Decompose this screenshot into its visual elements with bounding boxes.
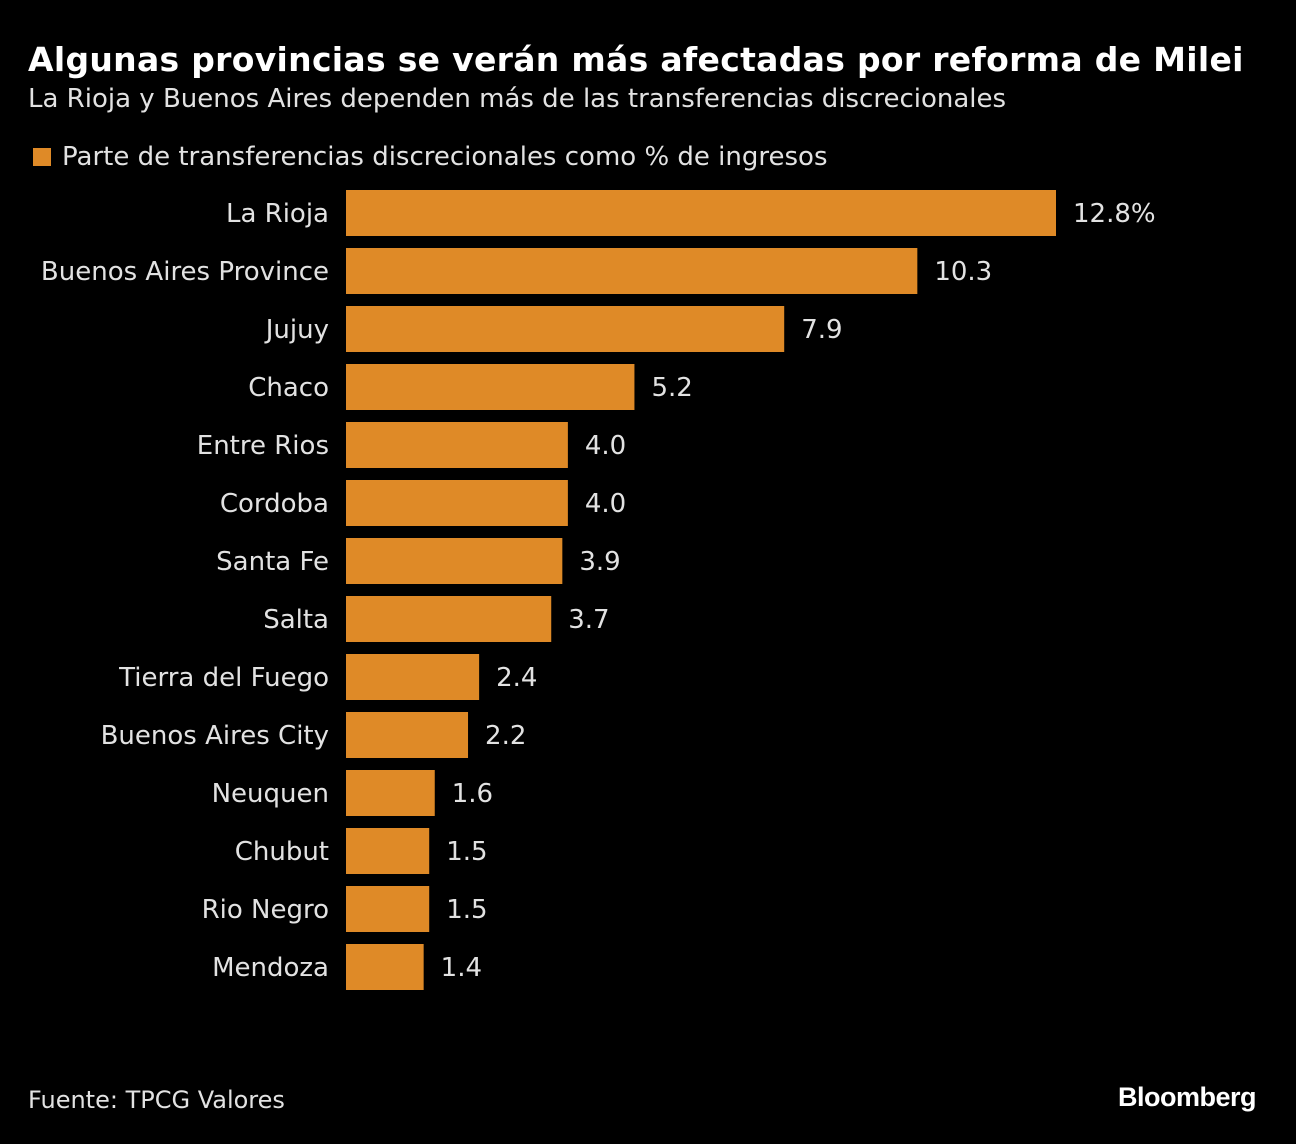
category-label: Rio Negro bbox=[202, 895, 329, 925]
category-label: Entre Rios bbox=[197, 431, 329, 461]
legend-swatch bbox=[33, 148, 51, 166]
data-label: 1.6 bbox=[452, 779, 493, 809]
data-label: 1.5 bbox=[446, 837, 487, 867]
bar bbox=[346, 712, 469, 758]
bar bbox=[346, 886, 430, 932]
chart-subtitle: La Rioja y Buenos Aires dependen más de … bbox=[28, 84, 1007, 114]
bar bbox=[346, 422, 568, 468]
bloomberg-logo: Bloomberg bbox=[1117, 1082, 1257, 1112]
bar bbox=[346, 306, 785, 352]
bar bbox=[346, 364, 635, 410]
bar bbox=[346, 944, 424, 990]
bar bbox=[346, 654, 480, 700]
data-label: 4.0 bbox=[585, 489, 626, 519]
data-label: 1.5 bbox=[446, 895, 487, 925]
data-label: 3.7 bbox=[568, 605, 609, 635]
legend-label: Parte de transferencias discrecionales c… bbox=[62, 142, 828, 172]
category-label: Neuquen bbox=[212, 779, 329, 809]
data-label: 5.2 bbox=[651, 373, 692, 403]
data-label: 2.2 bbox=[485, 721, 526, 751]
bar bbox=[346, 538, 563, 584]
bar bbox=[346, 248, 918, 294]
bar bbox=[346, 190, 1056, 236]
bar bbox=[346, 596, 552, 642]
category-label: Salta bbox=[263, 605, 329, 635]
data-label: 4.0 bbox=[585, 431, 626, 461]
data-label: 7.9 bbox=[801, 315, 842, 345]
data-label: 12.8% bbox=[1073, 199, 1156, 229]
data-label: 2.4 bbox=[496, 663, 537, 693]
category-label: Cordoba bbox=[220, 489, 329, 519]
category-label: Buenos Aires Province bbox=[41, 257, 329, 287]
category-label: Chubut bbox=[235, 837, 329, 867]
category-label: Tierra del Fuego bbox=[118, 663, 329, 693]
data-label: 10.3 bbox=[934, 257, 992, 287]
category-label: La Rioja bbox=[226, 199, 329, 229]
category-label: Chaco bbox=[248, 373, 329, 403]
category-label: Mendoza bbox=[212, 953, 329, 983]
category-label: Jujuy bbox=[264, 315, 329, 345]
category-label: Santa Fe bbox=[216, 547, 329, 577]
chart-title: Algunas provincias se verán más afectada… bbox=[28, 40, 1244, 79]
data-label: 1.4 bbox=[441, 953, 482, 983]
source-note: Fuente: TPCG Valores bbox=[28, 1086, 285, 1114]
legend: Parte de transferencias discrecionales c… bbox=[33, 142, 828, 172]
data-label: 3.9 bbox=[579, 547, 620, 577]
bar bbox=[346, 828, 430, 874]
bar bbox=[346, 770, 435, 816]
bar bbox=[346, 480, 568, 526]
category-label: Buenos Aires City bbox=[101, 721, 329, 751]
